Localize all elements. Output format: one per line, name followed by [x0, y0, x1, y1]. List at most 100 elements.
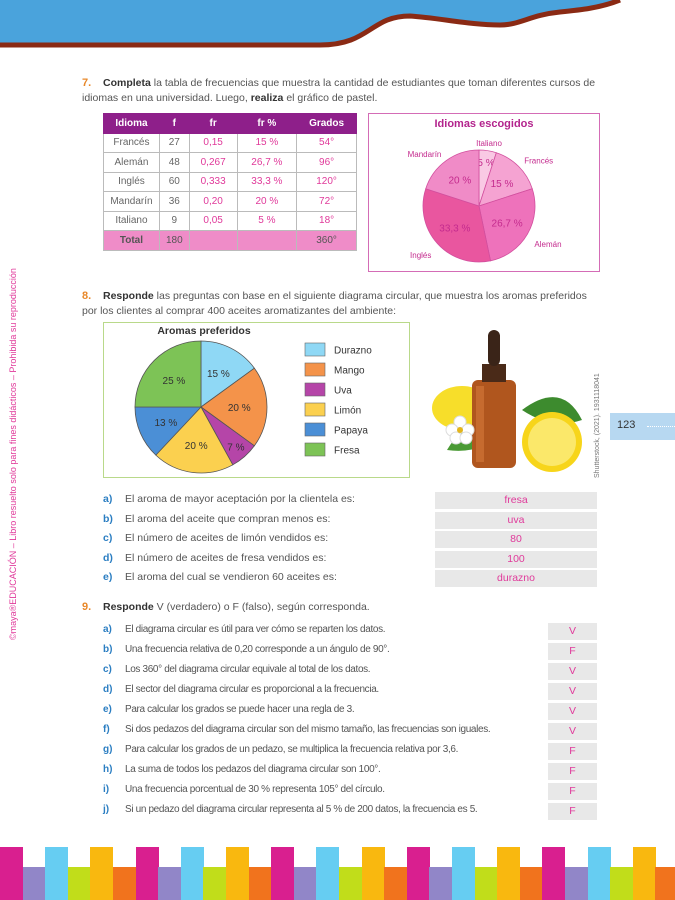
legend-label: Durazno [334, 346, 372, 357]
answer-field[interactable]: F [548, 783, 597, 800]
exercise-9-prompt: 9. Responde V (verdadero) o F (falso), se… [82, 600, 602, 615]
photo-credit: Shutterstock, (2021). 1931118041 [594, 373, 601, 478]
category-label: Mandarín [408, 150, 442, 159]
table-cell: Italiano [103, 210, 160, 231]
footer-stripe [406, 847, 430, 900]
question-item: c) Los 360° del diagrama circular equival… [103, 664, 371, 675]
footer-stripe [293, 867, 317, 900]
answer-field[interactable]: fresa [435, 492, 597, 509]
pie-slice-durazno [200, 340, 255, 408]
exercise-text: V (verdadero) o F (falso), según corresp… [153, 601, 370, 613]
table-cell: 15 % [236, 132, 298, 153]
legend-swatch [304, 362, 326, 377]
category-label: Inglés [410, 251, 431, 260]
answer-field[interactable]: V [548, 623, 597, 640]
table-cell: 9 [158, 210, 190, 231]
footer-stripe [542, 847, 566, 900]
column-header: fr % [236, 113, 298, 134]
question-item: d) El número de aceites de fresa vendidos… [103, 552, 326, 564]
table-cell: 60 [158, 171, 190, 192]
question-item: b) El aroma del aceite que compran menos … [103, 513, 330, 525]
question-item: i) Una frecuencia porcentual de 30 % repr… [103, 784, 385, 795]
footer-stripe [655, 867, 675, 900]
question-text: Una frecuencia relativa de 0,20 correspo… [125, 644, 390, 655]
question-letter: i) [103, 784, 110, 795]
slice-label: 20 % [449, 176, 472, 187]
page-number-tab: 123 [610, 413, 675, 440]
question-letter: e) [103, 571, 113, 583]
question-text: Si un pedazo del diagrama circular repre… [125, 804, 478, 815]
answer-field[interactable]: V [548, 703, 597, 720]
table-cell: 26,7 % [236, 152, 298, 173]
essential-oil-illustration [432, 330, 582, 472]
category-label: Italiano [476, 139, 502, 148]
pie-slice-limón [155, 406, 234, 474]
question-item: j) Si un pedazo del diagrama circular rep… [103, 804, 478, 815]
question-letter: e) [103, 704, 112, 715]
slice-label: 7 % [227, 443, 244, 454]
answer-field[interactable]: V [548, 663, 597, 680]
question-text: El número de aceites de limón vendidos e… [125, 532, 329, 544]
question-item: c) El número de aceites de limón vendidos… [103, 532, 328, 544]
exercise-8-prompt: 8. Responde las preguntas con base en el … [82, 289, 602, 319]
answer-field[interactable]: F [548, 763, 597, 780]
slice-label: 33,3 % [439, 224, 470, 235]
legend-label: Uva [334, 386, 352, 397]
table-cell: 360° [296, 230, 357, 251]
question-text: Una frecuencia porcentual de 30 % repres… [125, 784, 385, 795]
exercise-lead: Responde [103, 601, 154, 613]
table-cell: 27 [158, 132, 190, 153]
footer-stripe [90, 847, 114, 900]
question-text: Los 360° del diagrama circular equivale … [125, 664, 371, 675]
table-row: Mandarín 36 0,20 20 % 72° [103, 191, 357, 212]
footer-stripe [203, 867, 227, 900]
question-letter: h) [103, 764, 113, 775]
legend-swatch [304, 342, 326, 357]
question-letter: b) [103, 644, 113, 655]
answer-field[interactable]: F [548, 643, 597, 660]
question-text: La suma de todos los pedazos del diagram… [125, 764, 381, 775]
footer-stripe [361, 847, 385, 900]
answer-field[interactable]: uva [435, 511, 597, 529]
answer-field[interactable]: durazno [435, 570, 597, 587]
exercise-text: la tabla de frecuencias que muestra la c… [82, 77, 596, 104]
copyright-sidebar: ©maya®EDUCACIÓN – Libro resuelto solo pa… [8, 268, 18, 640]
question-letter: b) [103, 512, 113, 525]
table-cell: Alemán [103, 152, 160, 173]
table-cell: 36 [158, 191, 190, 212]
question-item: g) Para calcular los grados de un pedazo,… [103, 744, 458, 755]
question-item: e) El aroma del cual se vendieron 60 acei… [103, 571, 337, 583]
question-item: d) El sector del diagrama circular es pro… [103, 684, 379, 695]
footer-stripe [339, 867, 363, 900]
answer-field[interactable]: 80 [435, 531, 597, 548]
chart-title: Idiomas escogidos [434, 118, 534, 130]
footer-stripe [474, 867, 498, 900]
question-text: El aroma del aceite que compran menos es… [125, 512, 331, 525]
answer-field[interactable]: F [548, 803, 597, 820]
slice-label: 25 % [163, 376, 186, 387]
exercise-lead: Responde [103, 290, 154, 302]
table-cell: 0,05 [188, 210, 238, 231]
footer-stripe [587, 847, 611, 900]
column-header: fr [188, 113, 238, 134]
answer-field[interactable]: 100 [435, 550, 597, 568]
table-row: Alemán 48 0,267 26,7 % 96° [103, 152, 357, 173]
answer-field[interactable]: F [548, 743, 597, 760]
table-cell: 0,267 [188, 152, 238, 173]
table-row: Francés 27 0,15 15 % 54° [103, 132, 357, 153]
legend-label: Limón [334, 406, 361, 417]
exercise-number: 8. [82, 290, 92, 302]
slice-label: 5 % [477, 158, 494, 169]
question-item: a) El aroma de mayor aceptación por la cl… [103, 493, 355, 505]
table-cell: 0,20 [188, 191, 238, 212]
pie-chart-aromas: 15 % 20 % 7 % 20 % 13 % 25 % Durazno Mango Uva Li… [134, 340, 372, 474]
column-header: Idioma [103, 113, 160, 134]
table-cell: 18° [296, 210, 357, 231]
question-letter: d) [103, 684, 113, 695]
legend-label: Mango [334, 366, 365, 377]
answer-field[interactable]: V [548, 723, 597, 740]
legend-label: Fresa [334, 446, 360, 457]
answer-field[interactable]: V [548, 683, 597, 700]
question-text: El sector del diagrama circular es propo… [125, 684, 379, 695]
table-cell: 54° [296, 132, 357, 153]
